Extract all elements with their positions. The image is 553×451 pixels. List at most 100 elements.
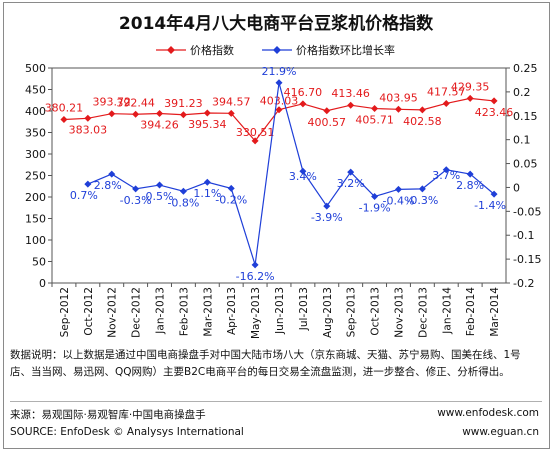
y-left-tick-label: 450	[25, 84, 46, 97]
growth-rate-label: -3.9%	[311, 211, 343, 224]
growth-rate-point	[418, 185, 426, 193]
site-enfodesk[interactable]: www.enfodesk.com	[437, 407, 539, 419]
chart-frame: 2014年4月八大电商平台豆浆机价格指数 价格指数 价格指数环比增长率 0 50 100 1…	[3, 2, 550, 449]
price-index-point	[132, 110, 140, 118]
x-tick-label: May-2013	[250, 287, 262, 339]
price-index-point	[466, 94, 474, 102]
growth-rate-label: 2.8%	[94, 179, 122, 192]
growth-rate-label: 1.1%	[193, 187, 221, 200]
price-index-label: 403.95	[379, 91, 418, 104]
site-eguan[interactable]: www.eguan.cn	[462, 426, 539, 438]
growth-rate-label: -0.2%	[215, 193, 247, 206]
y-left-tick-label: 300	[25, 148, 46, 161]
x-tick-label: Sep-2013	[346, 287, 358, 337]
x-tick-label: Jan-2013	[155, 287, 167, 335]
price-index-point	[490, 97, 498, 105]
legend-marker-price-index	[167, 46, 175, 54]
growth-rate-point	[394, 185, 402, 193]
x-tick-label: Dec-2012	[131, 287, 143, 338]
y-right-tick-label: -0.1	[513, 229, 534, 242]
x-tick-label: Oct-2012	[83, 287, 95, 336]
y-left-tick-label: 350	[25, 127, 46, 140]
data-note: 数据说明：以上数据是通过中国电商操盘手对中国大陆市场八大（京东商城、天猫、苏宁易…	[10, 349, 521, 378]
growth-rate-point	[179, 187, 187, 195]
price-index-point	[84, 114, 92, 122]
growth-rate-label: 3.2%	[337, 177, 365, 190]
price-index-point	[156, 109, 164, 117]
series-line-growth-rate	[87, 82, 495, 266]
price-index-label: 423.46	[475, 106, 514, 119]
growth-rate-point	[466, 170, 474, 178]
price-index-label: 392.44	[116, 96, 155, 109]
price-index-label: 405.71	[355, 114, 394, 127]
price-index-label: 416.70	[284, 86, 323, 99]
price-index-label: 393.72	[92, 96, 131, 109]
legend-label-growth-rate: 价格指数环比增长率	[296, 43, 395, 57]
y-left-tick-label: 50	[32, 256, 46, 269]
price-index-label: 403.03	[260, 95, 299, 108]
y-left-tick-label: 400	[25, 105, 46, 118]
price-index-label: 394.26	[140, 118, 179, 131]
growth-rate-label: -0.3%	[120, 194, 152, 207]
growth-rate-label: 0.5%	[146, 190, 174, 203]
x-tick-label: Nov-2013	[393, 287, 405, 338]
growth-rate-point	[442, 166, 450, 174]
price-index-point	[442, 99, 450, 107]
growth-rate-label: 0.7%	[70, 189, 98, 202]
growth-rate-label: -16.2%	[236, 270, 275, 283]
growth-rate-point	[156, 181, 164, 189]
growth-rate-point	[347, 168, 355, 176]
growth-rate-label: 3.7%	[432, 169, 460, 182]
x-tick-label: Sep-2012	[59, 287, 71, 337]
price-index-label: 417.57	[427, 85, 466, 98]
price-index-label: 429.35	[451, 80, 490, 93]
price-index-point	[227, 109, 235, 117]
growth-rate-label: -0.4%	[383, 194, 415, 207]
y-right-tick-label: 0	[513, 181, 520, 194]
source-en: SOURCE: EnfoDesk © Analysys Internationa…	[10, 426, 244, 438]
price-index-point	[347, 101, 355, 109]
y-right-tick-label: 0.1	[513, 134, 531, 147]
x-tick-label: Oct-2013	[370, 287, 382, 336]
price-index-label: 383.03	[69, 123, 108, 136]
y-right-tick-label: -0.15	[513, 253, 541, 266]
price-index-point	[60, 116, 68, 124]
price-index-point	[418, 106, 426, 114]
price-index-label: 400.57	[308, 116, 347, 129]
x-tick-label: Dec-2013	[417, 287, 429, 338]
price-index-label: 395.34	[188, 118, 227, 131]
x-tick-label: Apr-2013	[226, 287, 238, 335]
x-tick-label: Mar-2013	[202, 287, 214, 337]
price-index-label: 394.57	[212, 95, 251, 108]
x-tick-label: Jan-2014	[441, 287, 453, 335]
growth-rate-point	[108, 170, 116, 178]
price-index-point	[275, 106, 283, 114]
growth-rate-point	[227, 184, 235, 192]
price-index-label: 402.58	[403, 115, 442, 128]
growth-rate-label: -0.3%	[406, 194, 438, 207]
price-index-point	[203, 109, 211, 117]
price-index-point	[394, 105, 402, 113]
growth-rate-point	[203, 178, 211, 186]
growth-rate-point	[323, 202, 331, 210]
x-tick-label: Jul-2013	[298, 287, 310, 331]
growth-rate-point	[299, 167, 307, 175]
y-right-tick-label: -0.2	[513, 277, 534, 290]
y-left-tick-label: 250	[25, 170, 46, 183]
x-tick-label: Feb-2014	[465, 287, 477, 336]
growth-rate-point	[132, 185, 140, 193]
growth-rate-point	[275, 79, 283, 87]
price-index-point	[179, 111, 187, 119]
y-left-tick-label: 500	[25, 62, 46, 75]
price-index-point	[323, 107, 331, 115]
growth-rate-point	[371, 193, 379, 201]
y-right-tick-label: 0.2	[513, 86, 531, 99]
growth-rate-label: -0.8%	[167, 196, 199, 209]
y-right-tick-label: 0.25	[513, 62, 538, 75]
footer-divider	[10, 401, 542, 402]
price-index-point	[251, 137, 259, 145]
y-right-tick-label: -0.05	[513, 205, 541, 218]
price-index-point	[371, 105, 379, 113]
chart-title: 2014年4月八大电商平台豆浆机价格指数	[119, 13, 434, 34]
price-index-label: 330.51	[236, 126, 275, 139]
